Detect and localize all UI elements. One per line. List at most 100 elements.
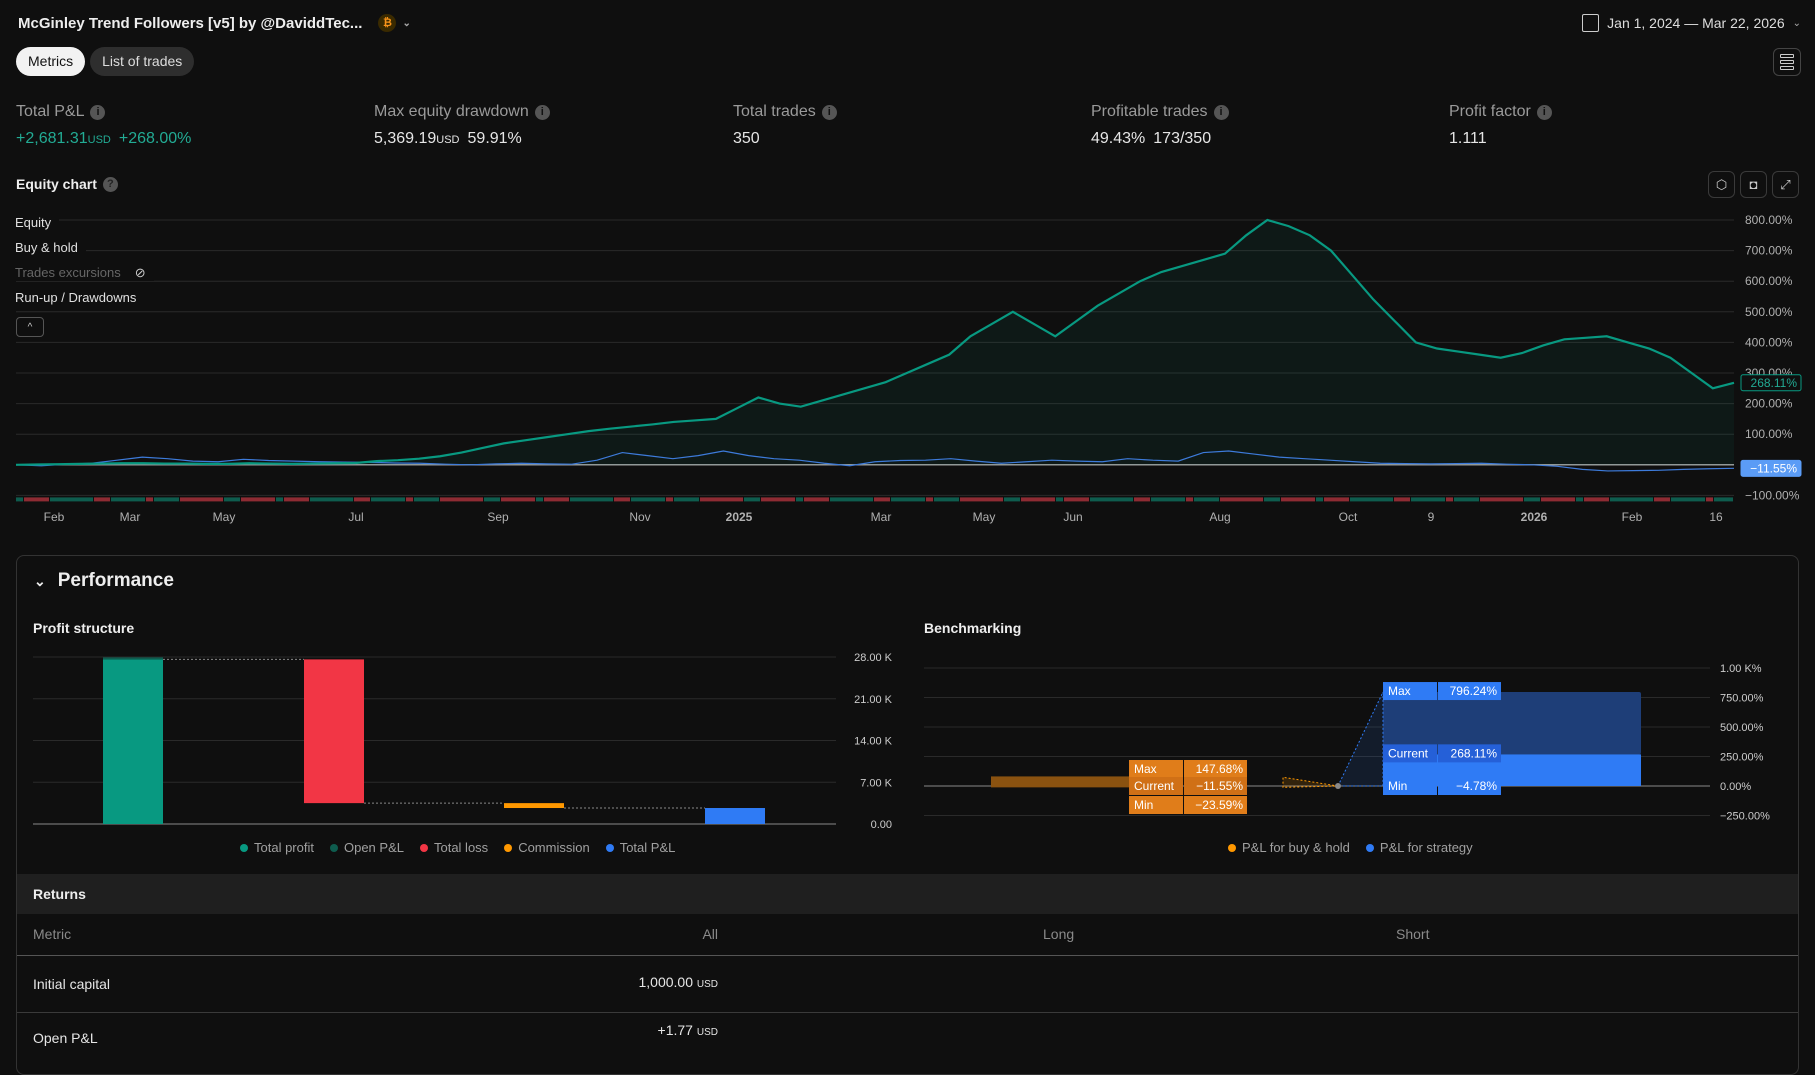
trade-strip-segment [180,497,223,502]
trade-strip-segment [1541,497,1575,502]
trade-strip-segment [310,497,353,502]
calendar-icon [1582,14,1600,32]
trade-strip-segment [224,497,240,502]
strategy-connector [1337,691,1384,787]
trade-strip-segment [1056,497,1063,502]
tab-metrics[interactable]: Metrics [16,47,86,76]
legend-item: Commission [504,840,590,855]
strategy-max-label: Max [1388,684,1411,698]
info-icon[interactable]: i [90,104,106,120]
benchmarking-title: Benchmarking [924,620,1022,636]
trade-strip-segment [1186,497,1193,502]
performance-header[interactable]: ⌄ Performance [34,570,174,592]
col-metric: Metric [33,926,72,942]
trade-strip-segment [570,497,613,502]
info-icon[interactable]: i [534,104,550,120]
legend-equity[interactable]: Equity [15,215,60,230]
trade-strip-segment [960,497,1003,502]
legend-buy-hold[interactable]: Buy & hold [15,240,86,255]
tab-list-of-trades[interactable]: List of trades [90,47,195,76]
buyhold-min-label-bg [1129,796,1183,814]
chevron-down-icon[interactable]: ⌄ [402,17,411,29]
trade-strip-segment [1324,497,1349,502]
equity-price-label-bg [1740,374,1802,392]
profit-structure-legend: Total profit Open P&L Total loss Commission… [240,840,675,855]
metric-1: Max equity drawdown i 5,369.19USD 59.91% [374,103,550,148]
trade-strip-segment [1446,497,1453,502]
benchmarking-legend: P&L for buy & hold P&L for strategy [1228,840,1473,855]
trade-strip-segment [544,497,569,502]
eye-off-icon[interactable]: ⊘ [134,265,146,280]
trade-strip-segment [484,497,500,502]
divider [17,1012,1798,1013]
strategy-title[interactable]: McGinley Trend Followers [v5] by @Davidd… [18,14,411,32]
trade-strip-segment [874,497,890,502]
trade-strip-segment [536,497,543,502]
buyhold-current-value-bg [1184,777,1247,795]
x-tick-label: Nov [629,510,650,524]
settings-icon[interactable]: ⬡ [1708,171,1735,198]
info-icon[interactable]: i [821,104,837,120]
buyhold-min-label: Min [1134,798,1153,812]
buyhold-current-label-bg [1129,777,1183,795]
info-icon[interactable]: i [1213,104,1229,120]
legend-item: Total P&L [605,840,675,855]
trade-strip-segment [1151,497,1185,502]
equity-chart-title-text: Equity chart [16,176,97,192]
trade-strip-segment [1411,497,1445,502]
help-icon[interactable]: ? [102,176,118,192]
benchmarking-chart: 1.00 K% 750.00% 500.00% 250.00% 0.00% −250.00… [924,663,1770,823]
performance-title: Performance [57,570,174,591]
collapse-legend-button[interactable]: ^ [16,317,44,337]
x-tick-label: Mar [871,510,892,524]
buyhold-price-label-bg [1740,459,1802,477]
trade-strip-segment [1714,497,1733,502]
trade-strip-segment [16,497,23,502]
date-range-picker[interactable]: Jan 1, 2024 — Mar 22, 2026 ⌄ [1582,14,1801,32]
trade-strip-segment [1610,497,1653,502]
buyhold-price-label: −11.55% [1750,461,1797,475]
info-icon[interactable]: i [1536,104,1552,120]
x-tick-label: May [973,510,996,524]
metric-value: 49.43% 173/350 [1091,130,1212,147]
equity-chart[interactable]: 800.00%700.00%600.00%500.00%400.00%300.0… [0,200,1815,530]
y-tick-label: 200.00% [1745,397,1793,411]
metric-value: 5,369.19USD 59.91% [374,130,522,147]
y-tick-label: 750.00% [1720,693,1764,705]
legend-item: Total profit [240,840,314,855]
bar-total-loss [304,659,364,804]
trade-strip-segment [1480,497,1523,502]
trade-strip-segment [24,497,49,502]
buyhold-current-label: Current [1134,779,1175,793]
returns-title: Returns [33,886,86,902]
y-tick-label: 500.00% [1745,305,1793,319]
metric-label: Total P&L i [16,103,191,121]
row-metric: Open P&L [33,1030,98,1046]
metric-value: 1.111 [1449,130,1487,147]
trade-strip-segment [1090,497,1133,502]
y-tick-label: 600.00% [1745,274,1793,288]
trade-strip-segment [284,497,309,502]
metric-label: Profitable trades i [1091,103,1229,121]
trade-strip-segment [241,497,275,502]
legend-item: Total loss [419,840,488,855]
fullscreen-icon[interactable]: ⤢ [1772,171,1799,198]
trade-strip-segment [744,497,760,502]
y-tick-label: 1.00 K% [1720,663,1762,675]
strategy-current-label: Current [1388,746,1429,760]
buy-hold-line [15,450,1735,472]
metric-3: Profitable trades i 49.43% 173/350 [1091,103,1229,148]
trade-strip-segment [666,497,673,502]
bitcoin-icon: ₿ [378,14,397,32]
trade-strip-segment [371,497,405,502]
trade-strip-segment [804,497,829,502]
camera-icon[interactable]: ◘ [1740,171,1767,198]
y-tick-label: 28.00 K [854,652,893,664]
trade-strip-segment [700,497,743,502]
col-short: Short [1396,926,1430,942]
bar-total-pnl [705,808,765,824]
legend-trades-excursions[interactable]: Trades excursions ⊘ [15,265,154,281]
y-tick-label: 700.00% [1745,244,1793,258]
layout-button[interactable] [1773,48,1801,76]
legend-runup-drawdowns[interactable]: Run-up / Drawdowns [15,290,145,305]
